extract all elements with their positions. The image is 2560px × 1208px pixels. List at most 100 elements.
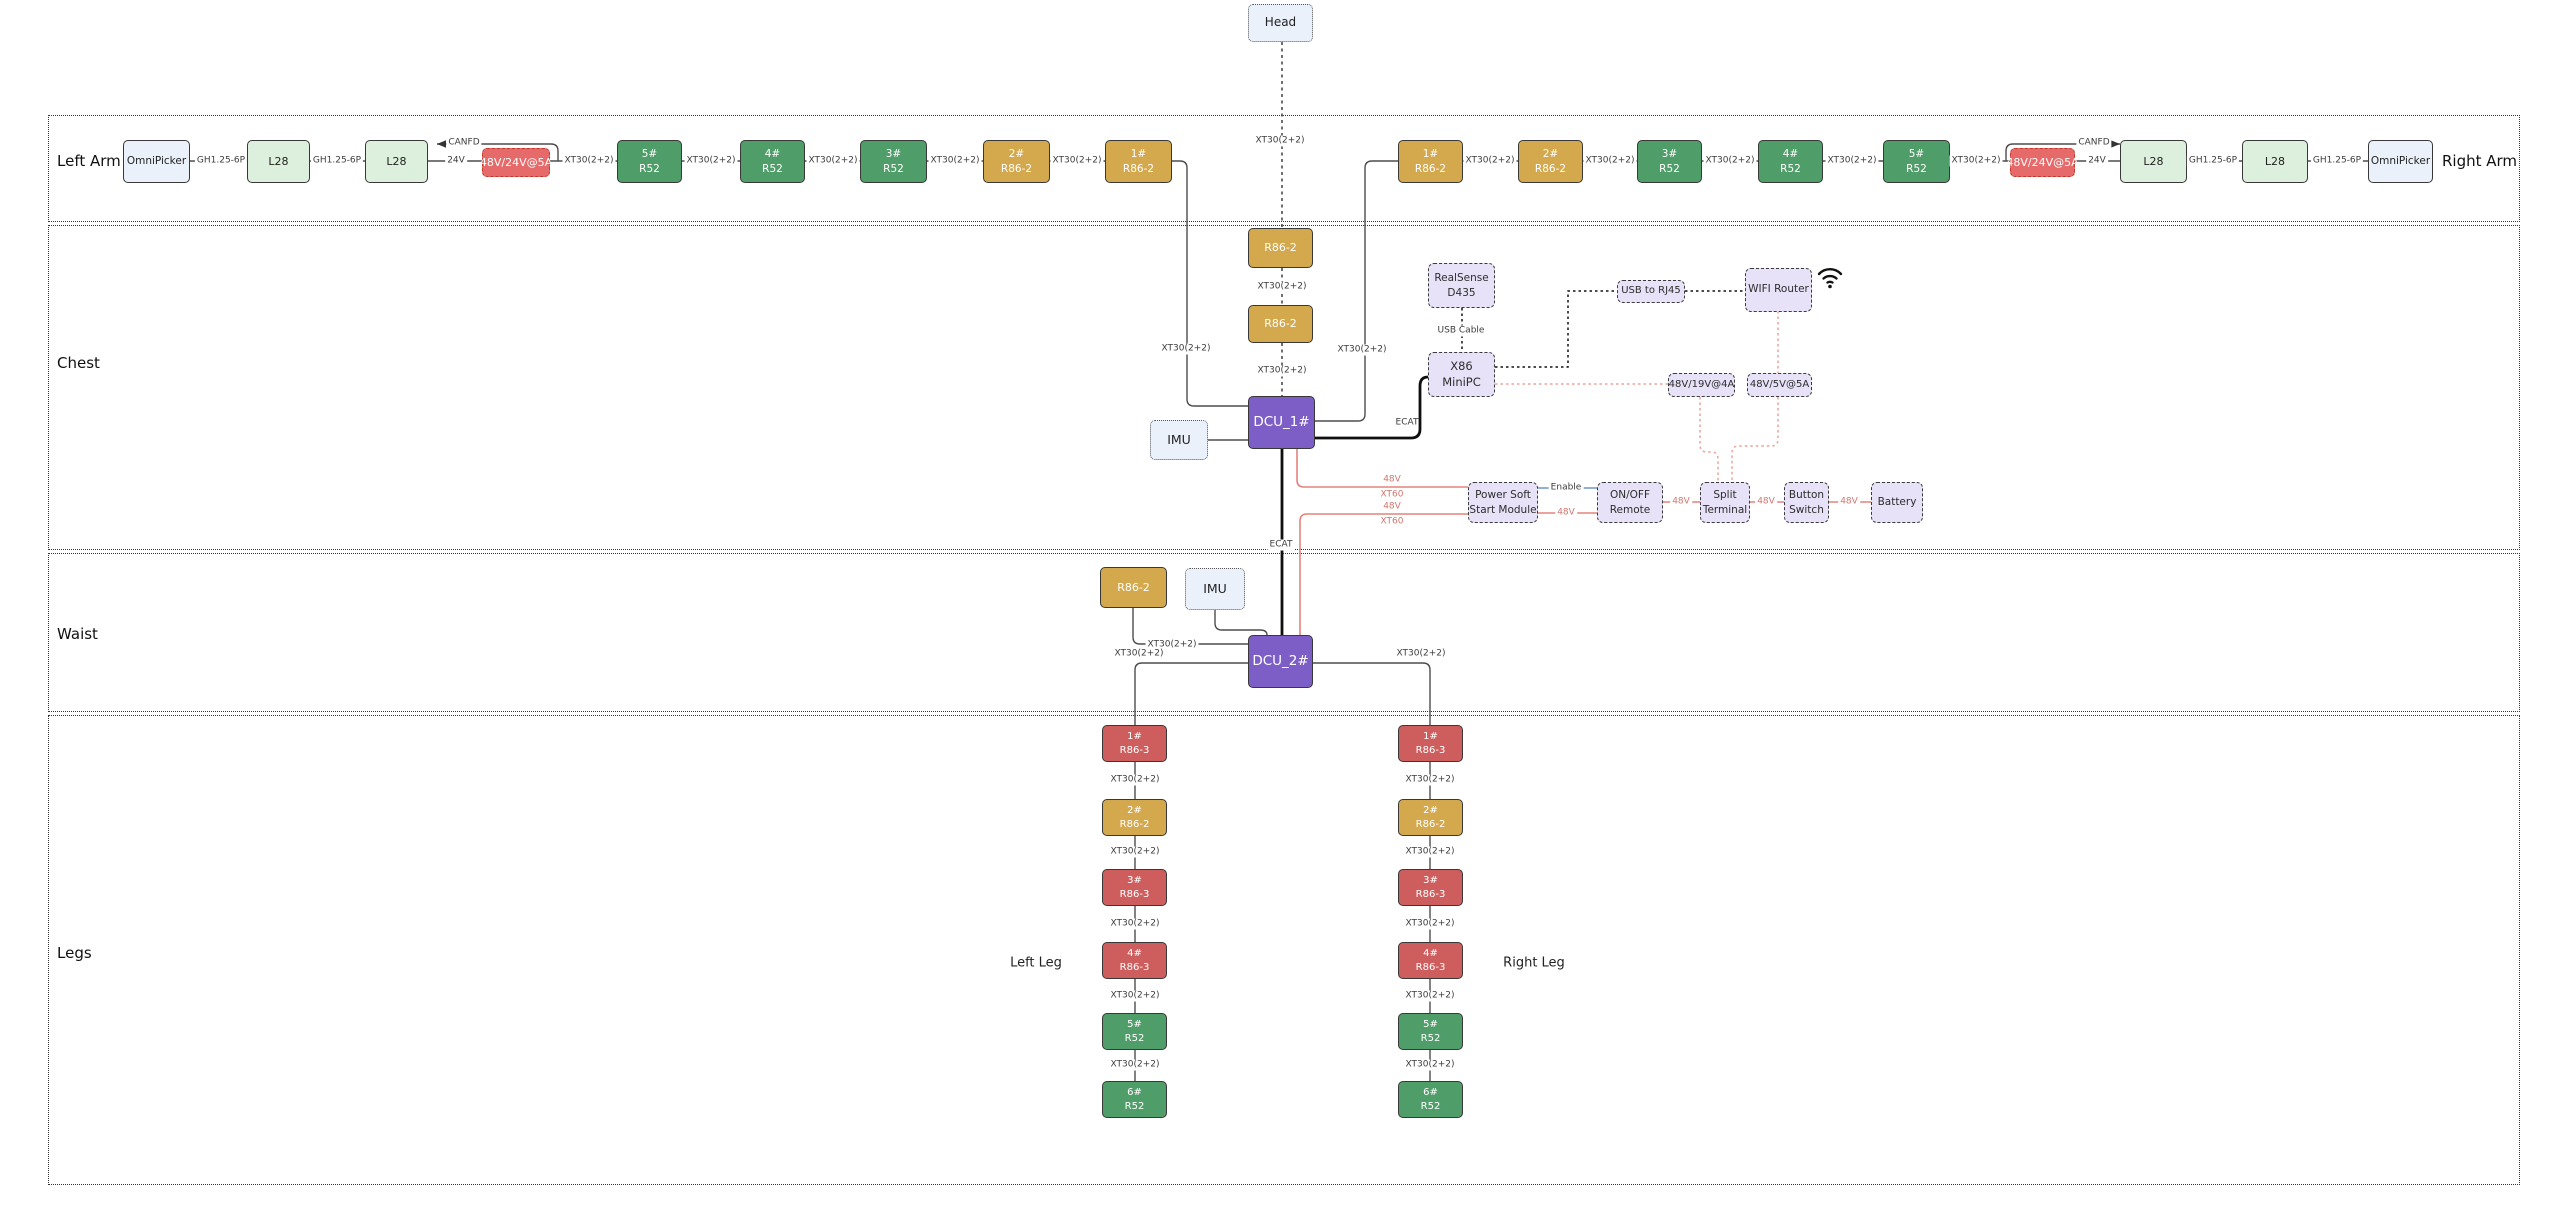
wifi-router-box: WIFI Router xyxy=(1745,268,1812,312)
joint-model: R86-2 xyxy=(1122,162,1155,175)
psu-48v5v-box: 48V/5V@5A xyxy=(1747,373,1812,397)
onoff-line2: Remote xyxy=(1609,503,1651,516)
data-links-dotted xyxy=(1461,290,1745,368)
joint-model: R86-3 xyxy=(1415,888,1446,900)
head-box: Head xyxy=(1248,4,1313,42)
usb-to-rj45-box: USB to RJ45 xyxy=(1617,280,1685,303)
connector-label-xt30: XT30(2+2) xyxy=(1396,648,1446,659)
joint-model: R52 xyxy=(639,162,660,175)
right-arm-joint-4-r52: 4# R52 xyxy=(1758,140,1823,183)
connector-label-xt30: XT30(2+2) xyxy=(1335,344,1389,356)
joint-model: R86-2 xyxy=(1534,162,1567,175)
connector-label-24v: 24V xyxy=(445,155,467,167)
section-label-waist: Waist xyxy=(57,625,98,643)
connector-label-xt30: XT30(2+2) xyxy=(928,155,982,167)
battery-box: Battery xyxy=(1871,482,1923,523)
right-leg-joint-2-r86-2: 2# R86-2 xyxy=(1398,799,1463,836)
section-arms-frame xyxy=(48,115,2520,222)
connector-label-xt30: XT30(2+2) xyxy=(1253,135,1307,147)
waist-r86-2-box: R86-2 xyxy=(1100,567,1167,608)
joint-number: 5# xyxy=(1423,1019,1438,1030)
left-arm-joint-3-r52: 3# R52 xyxy=(860,140,927,183)
joint-model: R52 xyxy=(762,162,783,175)
connector-label-xt30: XT30(2+2) xyxy=(1255,365,1309,377)
on-off-remote-box: ON/OFF Remote xyxy=(1597,482,1663,523)
connector-label-xt30: XT30(2+2) xyxy=(1583,155,1637,167)
joint-model: R52 xyxy=(1780,162,1801,175)
joint-number: 3# xyxy=(1127,875,1142,886)
chest-r86-2-lower: R86-2 xyxy=(1248,305,1313,343)
joint-model: R86-2 xyxy=(1119,818,1150,830)
connector-label-xt30: XT30(2+2) xyxy=(1949,155,2003,167)
connector-label-xt30: XT30(2+2) xyxy=(1403,846,1457,858)
connector-label-ecat: ECAT xyxy=(1267,539,1295,551)
connector-label-xt60: XT60 xyxy=(1380,489,1404,500)
right-arm-psu-48v24v: 48V/24V@5A xyxy=(2006,148,2079,177)
connector-label-48v: 48V xyxy=(1555,507,1577,519)
joint-model: R52 xyxy=(1659,162,1680,175)
connector-label-xt30: XT30(2+2) xyxy=(806,155,860,167)
right-leg-joint-4-r86-3: 4# R86-3 xyxy=(1398,942,1463,979)
joint-model: R52 xyxy=(1420,1032,1441,1044)
joint-model: R86-3 xyxy=(1119,888,1150,900)
right-arm-joint-5-r52: 5# R52 xyxy=(1883,140,1950,183)
section-label-left-arm: Left Arm xyxy=(57,152,121,170)
split-terminal-box: Split Terminal xyxy=(1700,482,1750,523)
onoff-line1: ON/OFF xyxy=(1609,489,1650,502)
connector-label-xt30: XT30(2+2) xyxy=(1108,846,1162,858)
chest-imu-box: IMU xyxy=(1150,420,1208,460)
connector-label-48v: 48V xyxy=(1670,496,1692,508)
right-leg-joint-5-r52: 5# R52 xyxy=(1398,1013,1463,1050)
connector-label-24v: 24V xyxy=(2086,155,2108,167)
pssm-line1: Power Soft xyxy=(1475,489,1531,502)
waist-links xyxy=(1132,608,1431,725)
joint-number: 4# xyxy=(1127,948,1142,959)
joint-number: 4# xyxy=(1782,148,1799,161)
joint-number: 4# xyxy=(1423,948,1438,959)
left-leg-joint-5-r52: 5# R52 xyxy=(1102,1013,1167,1050)
split-line1: Split xyxy=(1713,489,1737,502)
joint-model: R86-2 xyxy=(1414,162,1447,175)
left-leg-joint-2-r86-2: 2# R86-2 xyxy=(1102,799,1167,836)
x86-minipc-box: X86 MiniPC xyxy=(1428,352,1495,397)
section-waist-frame xyxy=(48,553,2520,712)
imu-links xyxy=(1208,439,1268,636)
right-leg-label: Right Leg xyxy=(1503,955,1565,971)
joint-number: 1# xyxy=(1422,148,1439,161)
left-arm-joint-2-r86-2: 2# R86-2 xyxy=(983,140,1050,183)
connector-label-xt30: XT30(2+2) xyxy=(1825,155,1879,167)
joint-model: R52 xyxy=(1124,1032,1145,1044)
joint-number: 5# xyxy=(1908,148,1925,161)
realsense-line2: D435 xyxy=(1447,286,1476,299)
joint-model: R86-3 xyxy=(1119,961,1150,973)
split-line2: Terminal xyxy=(1702,503,1748,516)
joint-model: R86-2 xyxy=(1415,818,1446,830)
power-soft-start-module-box: Power Soft Start Module xyxy=(1468,482,1538,523)
section-label-legs: Legs xyxy=(57,944,92,962)
joint-model: R52 xyxy=(1124,1100,1145,1112)
connector-label-xt30: XT30(2+2) xyxy=(1114,648,1164,659)
right-leg-joint-6-r52: 6# R52 xyxy=(1398,1081,1463,1118)
right-arm-joint-3-r52: 3# R52 xyxy=(1637,140,1702,183)
joint-model: R86-3 xyxy=(1119,744,1150,756)
joint-number: 2# xyxy=(1008,148,1025,161)
joint-number: 2# xyxy=(1127,805,1142,816)
right-leg-joint-3-r86-3: 3# R86-3 xyxy=(1398,869,1463,906)
joint-model: R52 xyxy=(1906,162,1927,175)
connector-label-gh125: GH1.25-6P xyxy=(2186,155,2240,167)
joint-number: 3# xyxy=(1661,148,1678,161)
connector-label-xt30: XT30(2+2) xyxy=(562,155,616,167)
joint-number: 4# xyxy=(764,148,781,161)
joint-number: 3# xyxy=(1423,875,1438,886)
chest-r86-2-upper: R86-2 xyxy=(1248,228,1313,268)
connector-label-xt30: XT30(2+2) xyxy=(1145,639,1199,651)
connector-label-xt60: XT60 xyxy=(1380,516,1404,527)
section-label-right-arm: Right Arm xyxy=(2442,152,2518,170)
joint-model: R86-2 xyxy=(1000,162,1033,175)
dcu-2-box: DCU_2# xyxy=(1248,635,1313,688)
right-arm-l28-1: L28 xyxy=(2120,140,2187,183)
wifi-icon xyxy=(1817,268,1843,289)
right-arm-l28-2: L28 xyxy=(2242,140,2308,183)
section-legs-frame xyxy=(48,715,2520,1185)
